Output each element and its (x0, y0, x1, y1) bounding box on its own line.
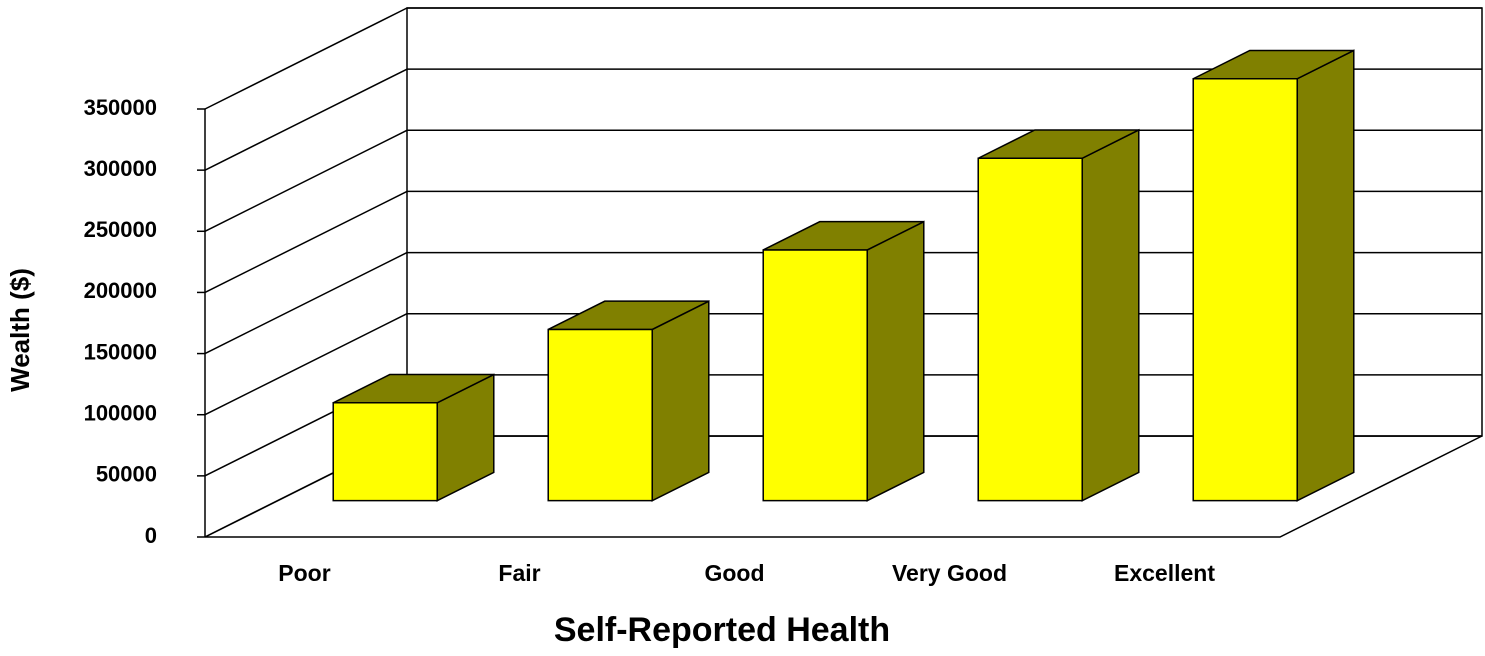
x-tick-label: Poor (278, 560, 330, 586)
y-tick-label: 350000 (84, 95, 157, 120)
bar-side (1296, 49, 1355, 502)
bar (1192, 78, 1298, 502)
side-grid-line (204, 68, 408, 171)
y-tick-label: 250000 (84, 217, 157, 242)
y-tick-label: 100000 (84, 401, 157, 426)
x-tick-label: Fair (498, 560, 540, 586)
bar-side (1081, 128, 1140, 502)
x-axis-title: Self-Reported Health (554, 611, 890, 649)
bar-side (866, 220, 925, 502)
side-grid-line (204, 7, 408, 110)
y-tick-label: 300000 (84, 156, 157, 181)
y-tick-label: 150000 (84, 339, 157, 364)
y-tick-label: 50000 (96, 462, 157, 487)
y-tick-label: 200000 (84, 278, 157, 303)
y-tick-label: 0 (145, 523, 157, 548)
x-tick-label: Good (704, 560, 764, 586)
side-grid-line (204, 313, 408, 416)
bar (977, 157, 1083, 502)
bar-side (651, 299, 710, 502)
side-grid-line (204, 129, 408, 232)
bar (332, 402, 438, 502)
x-tick-label: Very Good (892, 560, 1007, 586)
side-grid-line (204, 190, 408, 294)
y-axis-title: Wealth ($) (5, 268, 35, 392)
x-tick-label: Excellent (1114, 560, 1215, 586)
bar (547, 328, 653, 502)
bar (762, 249, 868, 502)
side-grid-line (204, 251, 408, 355)
